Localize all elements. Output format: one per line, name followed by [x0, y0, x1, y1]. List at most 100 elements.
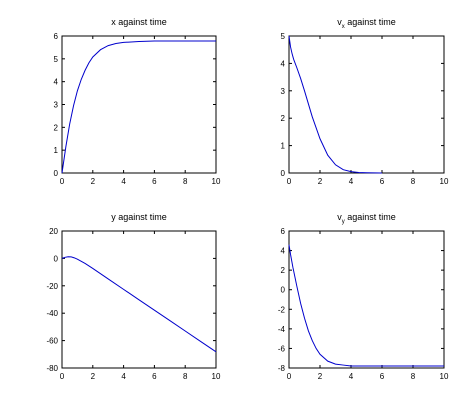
x-tick-label: 2 — [91, 372, 96, 381]
y-tick-label: 3 — [281, 87, 286, 96]
data-point — [327, 155, 328, 156]
data-point — [319, 354, 320, 355]
x-tick-label: 4 — [349, 372, 354, 381]
x-tick-label: 4 — [121, 177, 126, 186]
data-point — [290, 254, 291, 255]
x-tick-label: 6 — [152, 177, 157, 186]
y-tick-label: 1 — [281, 142, 286, 151]
y-tick-label: -8 — [278, 364, 286, 373]
data-point — [300, 78, 301, 79]
x-tick-label: 10 — [212, 372, 221, 381]
chart-panel-2: vx against time 0 2 4 6 8 10 0 1 2 3 4 5 — [281, 17, 449, 186]
data-point — [327, 361, 328, 362]
data-point — [316, 348, 317, 349]
y-tick-label: 0 — [54, 254, 59, 263]
data-point — [296, 67, 297, 68]
y-tick-label: 4 — [281, 59, 286, 68]
data-point — [319, 138, 320, 139]
data-point — [100, 49, 101, 50]
y-tick-label: 20 — [49, 227, 58, 236]
data-point — [366, 365, 367, 366]
y-tick-label: 5 — [54, 55, 59, 64]
y-tick-label: -20 — [46, 282, 58, 291]
data-point — [123, 42, 124, 43]
data-point — [169, 40, 170, 41]
x-tick-label: 0 — [287, 372, 292, 381]
data-point — [304, 317, 305, 318]
y-tick-label: 6 — [54, 32, 59, 41]
series-line — [61, 256, 217, 353]
y-tick-label: 0 — [281, 286, 286, 295]
chart-panel-1: x against time 0 2 4 6 8 10 0 1 2 3 4 5 6 — [54, 17, 221, 186]
chart-title: vx against time — [337, 17, 396, 30]
y-tick-label: 1 — [54, 146, 59, 155]
data-point — [412, 365, 413, 366]
data-point — [215, 40, 216, 41]
data-point — [350, 171, 351, 172]
plot-area-frame — [288, 230, 445, 369]
data-point — [92, 56, 93, 57]
data-point — [335, 363, 336, 364]
data-point — [68, 256, 69, 257]
data-point — [115, 43, 116, 44]
data-point — [308, 330, 309, 331]
x-tick-label: 8 — [183, 177, 188, 186]
data-point — [185, 40, 186, 41]
data-point — [350, 365, 351, 366]
x-tick-label: 6 — [380, 372, 385, 381]
data-point — [381, 365, 382, 366]
data-point — [304, 90, 305, 91]
data-point — [288, 35, 289, 36]
x-tick-label: 10 — [440, 177, 449, 186]
data-point — [381, 172, 382, 173]
data-point — [108, 278, 109, 279]
x-tick-label: 2 — [318, 177, 323, 186]
data-point — [288, 244, 289, 245]
data-point — [169, 320, 170, 321]
x-tick-label: 0 — [287, 177, 292, 186]
x-tick-label: 4 — [349, 177, 354, 186]
data-point — [312, 340, 313, 341]
data-point — [61, 258, 62, 259]
data-point — [64, 257, 65, 258]
data-point — [81, 79, 82, 80]
y-tick-label: -60 — [46, 337, 58, 346]
y-tick-label: 3 — [54, 101, 59, 110]
data-point — [343, 364, 344, 365]
x-tick-label: 4 — [121, 372, 126, 381]
data-point — [85, 70, 86, 71]
data-point — [335, 164, 336, 165]
plot-area-frame — [61, 230, 217, 369]
data-point — [154, 40, 155, 41]
series-line — [288, 35, 383, 174]
data-point — [300, 303, 301, 304]
data-point — [200, 40, 201, 41]
data-point — [138, 41, 139, 42]
x-tick-label: 8 — [411, 372, 416, 381]
series-line — [61, 40, 216, 174]
x-tick-label: 8 — [411, 177, 416, 186]
chart-title: y against time — [111, 212, 167, 222]
data-point — [71, 256, 72, 257]
x-tick-label: 0 — [60, 177, 65, 186]
x-tick-label: 10 — [212, 177, 221, 186]
data-point — [312, 116, 313, 117]
chart-panel-4: vy against time 0 2 4 6 8 10 -8 -6 -4 -2 0 2 4 6 — [278, 212, 449, 381]
x-tick-label: 2 — [318, 372, 323, 381]
plot-area-frame — [61, 35, 217, 174]
data-point — [61, 172, 62, 173]
x-tick-label: 6 — [380, 177, 385, 186]
data-point — [292, 267, 293, 268]
data-point — [185, 330, 186, 331]
data-point — [343, 169, 344, 170]
plot-area-frame — [288, 35, 445, 174]
data-point — [290, 46, 291, 47]
x-tick-label: 10 — [440, 372, 449, 381]
data-point — [292, 53, 293, 54]
data-point — [296, 285, 297, 286]
y-tick-label: -4 — [278, 325, 286, 334]
y-tick-label: 0 — [54, 169, 59, 178]
data-point — [123, 289, 124, 290]
data-point — [74, 257, 75, 258]
